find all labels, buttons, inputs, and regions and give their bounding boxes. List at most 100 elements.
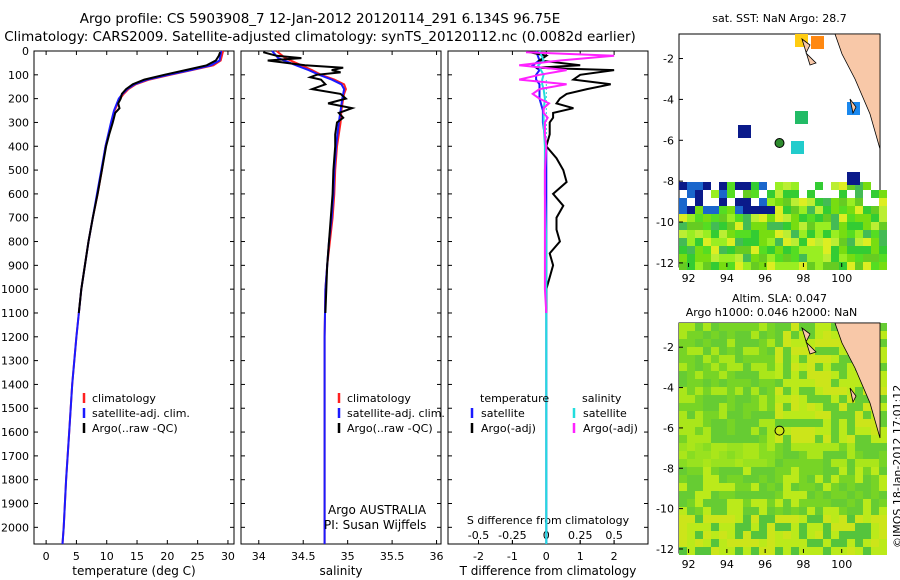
sst-cell — [727, 262, 735, 270]
sst-cell — [767, 214, 775, 222]
sla-cell — [783, 427, 791, 435]
sla-cell — [791, 323, 799, 331]
sla-cell — [807, 419, 815, 427]
sla-cell — [719, 475, 727, 483]
sla-cell — [767, 323, 775, 331]
sla-cell — [799, 339, 807, 347]
x-axis-label: T difference from climatology — [459, 564, 637, 578]
salinity-legend-satellite: satellite-adj. clim. — [347, 407, 445, 420]
sla-cell — [871, 499, 879, 507]
sla-cell — [719, 339, 727, 347]
sla-cell — [727, 395, 735, 403]
sst-cell — [743, 222, 751, 230]
sla-cell — [727, 387, 735, 395]
sla-cell — [775, 515, 783, 523]
sla-cell — [775, 339, 783, 347]
sla-cell — [823, 379, 831, 387]
sla-cell — [839, 475, 847, 483]
x-tick-label: 2 — [611, 550, 618, 563]
argo-position-marker — [774, 138, 785, 149]
sst-cell — [815, 214, 823, 222]
sst-cell — [863, 230, 871, 238]
sla-cell — [767, 435, 775, 443]
sla-cell — [735, 507, 743, 515]
sst-cell — [807, 222, 815, 230]
sst-cell — [751, 214, 759, 222]
sla-cell — [871, 539, 879, 547]
sla-cell — [759, 395, 767, 403]
sst-cell — [727, 254, 735, 262]
lat-tick-label: -2 — [663, 341, 674, 354]
sla-cell — [815, 443, 823, 451]
sla-cell — [831, 499, 839, 507]
sst-cell — [811, 36, 824, 49]
depth-tick-label: 400 — [8, 140, 29, 153]
diff-legend-label: satellite — [481, 407, 525, 420]
argo-position-marker — [774, 425, 785, 436]
lon-tick-label: 92 — [682, 272, 696, 285]
sla-cell — [783, 515, 791, 523]
sla-cell — [839, 347, 847, 355]
sla-cell — [847, 515, 855, 523]
sla-cell — [679, 515, 687, 523]
sla-cell — [791, 339, 799, 347]
sst-cell — [711, 254, 719, 262]
sla-cell — [711, 387, 719, 395]
sla-cell — [799, 499, 807, 507]
sla-cell — [711, 547, 719, 555]
sla-cell — [679, 499, 687, 507]
sla-cell — [679, 347, 687, 355]
sst-cell — [831, 246, 839, 254]
sst-cell — [855, 262, 863, 270]
sst-cell — [743, 198, 751, 206]
sla-cell — [815, 427, 823, 435]
sst-cell — [831, 262, 839, 270]
sst-cell — [679, 238, 687, 246]
sst-cell — [795, 111, 808, 124]
sst-cell — [791, 214, 799, 222]
sla-cell — [823, 467, 831, 475]
sst-cell — [879, 246, 887, 254]
sla-cell — [815, 459, 823, 467]
depth-tick-label: 2000 — [1, 521, 29, 534]
sla-cell — [695, 427, 703, 435]
sla-cell — [759, 507, 767, 515]
sla-cell — [695, 419, 703, 427]
sla-cell — [735, 347, 743, 355]
sla-cell — [679, 459, 687, 467]
sst-cell — [863, 254, 871, 262]
sla-cell — [759, 499, 767, 507]
sla-cell — [871, 419, 879, 427]
sla-cell — [743, 395, 751, 403]
sst-cell — [759, 238, 767, 246]
sla-cell — [791, 483, 799, 491]
sla-cell — [735, 419, 743, 427]
sla-cell — [759, 435, 767, 443]
sla-cell — [831, 467, 839, 475]
depth-tick-label: 1100 — [1, 307, 29, 320]
sla-cell — [879, 459, 887, 467]
sla-cell — [783, 547, 791, 555]
temperature-frame — [33, 50, 235, 545]
sla-cell — [727, 339, 735, 347]
sla-cell — [823, 427, 831, 435]
sla-cell — [695, 547, 703, 555]
sla-cell — [799, 387, 807, 395]
sla-cell — [719, 523, 727, 531]
depth-tick-label: 1700 — [1, 450, 29, 463]
sst-cell — [855, 238, 863, 246]
sla-cell — [751, 451, 759, 459]
sla-cell — [831, 411, 839, 419]
sla-cell — [679, 547, 687, 555]
sst-cell — [759, 214, 767, 222]
sla-cell — [711, 499, 719, 507]
sla-cell — [775, 371, 783, 379]
sla-cell — [743, 323, 751, 331]
sla-cell — [775, 323, 783, 331]
sla-cell — [767, 411, 775, 419]
x-tick-label: 30 — [221, 550, 235, 563]
sla-cell — [847, 379, 855, 387]
sla-cell — [823, 419, 831, 427]
sst-cell — [727, 230, 735, 238]
sst-cell — [743, 190, 751, 198]
